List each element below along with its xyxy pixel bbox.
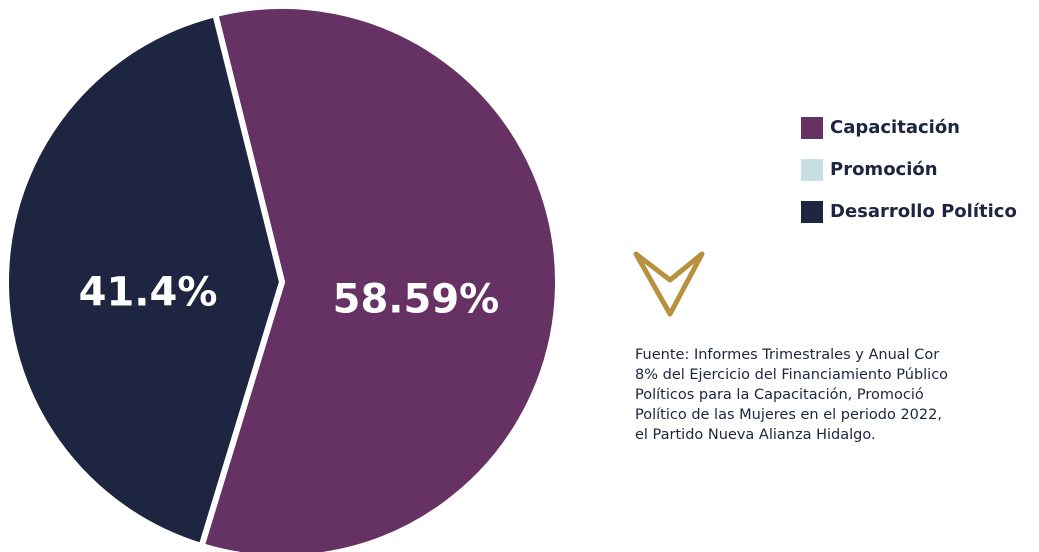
footnote: Políticos para la Capacitación, Promoció bbox=[635, 387, 924, 403]
chevron-icon bbox=[633, 251, 705, 317]
legend-swatch bbox=[801, 159, 823, 181]
footnote: el Partido Nueva Alianza Hidalgo. bbox=[635, 427, 876, 443]
footnote: Fuente: Informes Trimestrales y Anual Co… bbox=[635, 347, 939, 363]
value-label: 41.4% bbox=[79, 270, 218, 316]
legend-label: Promoción bbox=[830, 159, 938, 180]
legend-swatch bbox=[801, 201, 823, 223]
pie-slice bbox=[197, 3, 561, 552]
legend-label: Desarrollo Político bbox=[830, 201, 1017, 222]
legend-swatch bbox=[801, 117, 823, 139]
footnote: Político de las Mujeres en el periodo 20… bbox=[635, 407, 942, 423]
footnote: 8% del Ejercicio del Financiamiento Públ… bbox=[635, 367, 948, 383]
pie-slice bbox=[3, 10, 286, 550]
value-label: 58.59% bbox=[333, 276, 500, 322]
legend-label: Capacitación bbox=[830, 117, 960, 138]
